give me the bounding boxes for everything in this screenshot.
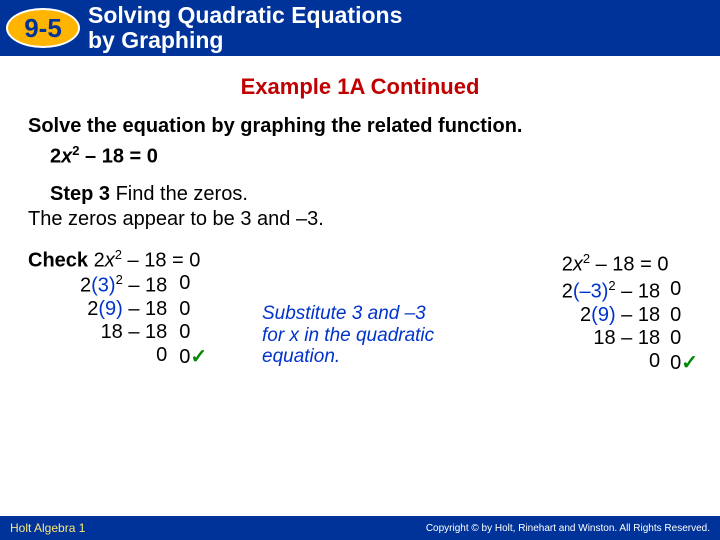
content-area: Solve the equation by graphing the relat… <box>0 114 720 369</box>
example-header: Example 1A Continued <box>0 74 720 100</box>
check-equation-right: 2x2 – 18 = 0 <box>562 251 698 277</box>
lw-r1-d: – 18 <box>123 275 167 297</box>
note-l1: Substitute 3 and <box>262 303 399 324</box>
lw-r1-l: 2(3)2 – 18 <box>80 272 167 298</box>
lw-r1-c: 2 <box>116 272 123 287</box>
step-text: Find the zeros. <box>110 183 248 205</box>
rw-r4-l: 0 <box>562 350 660 375</box>
rw-r1-c: 2 <box>608 278 615 293</box>
title-line1: Solving Quadratic Equations <box>88 3 402 28</box>
title-block: Solving Quadratic Equations by Graphing <box>88 3 402 54</box>
lw-r1-a: 2 <box>80 275 91 297</box>
check-eq-exp: 2 <box>115 247 122 262</box>
header-bar: 9-5 Solving Quadratic Equations by Graph… <box>0 0 720 56</box>
step-label: Step 3 <box>50 183 110 205</box>
rcheck-eq-pre: 2 <box>562 253 573 275</box>
left-work-block: 2(3)2 – 18 0 2(9) – 18 0 18 – 18 0 0 0✓ <box>80 272 207 369</box>
tick-left: ✓ <box>190 346 207 368</box>
right-check-column: 2x2 – 18 = 0 2(–3)2 – 18 0 2(9) – 18 0 1… <box>562 251 698 375</box>
lw-r1-b: (3) <box>91 275 115 297</box>
eq-rest: – 18 = 0 <box>79 146 157 168</box>
right-work-block: 2(–3)2 – 18 0 2(9) – 18 0 18 – 18 0 0 0✓ <box>562 278 698 375</box>
instruction-text: Solve the equation by graphing the relat… <box>28 114 692 139</box>
footer-bar: Holt Algebra 1 Copyright © by Holt, Rine… <box>0 516 720 540</box>
note-em: –3 <box>399 303 425 324</box>
title-line2: by Graphing <box>88 28 402 53</box>
lw-r4-r: 0✓ <box>179 344 207 369</box>
main-equation: 2x2 – 18 = 0 <box>50 143 692 169</box>
lw-r3-l: 18 – 18 <box>80 321 167 344</box>
lw-r4-l: 0 <box>80 344 167 369</box>
rw-r1-r: 0 <box>670 278 698 304</box>
rw-r1-b: (–3) <box>573 281 609 303</box>
substitution-note: Substitute 3 and –3 for x in the quadrat… <box>262 303 462 369</box>
rw-r2-a: 2 <box>580 304 591 326</box>
eq-var: x <box>61 146 72 168</box>
lw-r2-b: (9) <box>98 298 122 320</box>
rw-r3-r: 0 <box>670 327 698 350</box>
lw-r2-c: – 18 <box>123 298 167 320</box>
lesson-badge: 9-5 <box>6 8 80 48</box>
rw-r2-b: (9) <box>591 304 615 326</box>
rcheck-eq-var: x <box>573 253 583 275</box>
lw-r2-l: 2(9) – 18 <box>80 298 167 321</box>
lw-r1-r: 0 <box>179 272 207 298</box>
rw-r1-a: 2 <box>562 281 573 303</box>
footer-left: Holt Algebra 1 <box>10 521 85 535</box>
lw-r4-r-val: 0 <box>179 346 190 368</box>
check-eq-var: x <box>105 249 115 271</box>
lw-r2-r: 0 <box>179 298 207 321</box>
lw-r3-r: 0 <box>179 321 207 344</box>
rw-r1-d: – 18 <box>616 281 660 303</box>
check-label: Check <box>28 249 88 271</box>
step-line: Step 3 Find the zeros. <box>50 183 692 206</box>
check-eq-post: – 18 = 0 <box>122 249 200 271</box>
rw-r2-c: – 18 <box>616 304 660 326</box>
check-equation-left: Check 2x2 – 18 = 0 <box>28 247 207 273</box>
eq-coef: 2 <box>50 146 61 168</box>
rw-r3-l: 18 – 18 <box>562 327 660 350</box>
footer-right: Copyright © by Holt, Rinehart and Winsto… <box>426 523 710 534</box>
rw-r2-l: 2(9) – 18 <box>562 304 660 327</box>
rw-r4-r: 0✓ <box>670 350 698 375</box>
rw-r4-r-val: 0 <box>670 352 681 374</box>
note-l3: equation. <box>262 346 340 367</box>
zeros-line: The zeros appear to be 3 and –3. <box>28 208 692 231</box>
rw-r2-r: 0 <box>670 304 698 327</box>
lw-r2-a: 2 <box>87 298 98 320</box>
note-l2: for x in the quadratic <box>262 325 434 346</box>
rcheck-eq-post: – 18 = 0 <box>590 253 668 275</box>
tick-right: ✓ <box>681 352 698 374</box>
left-check-column: Check 2x2 – 18 = 0 2(3)2 – 18 0 2(9) – 1… <box>28 247 207 369</box>
rw-r1-l: 2(–3)2 – 18 <box>562 278 660 304</box>
rcheck-eq-exp: 2 <box>583 251 590 266</box>
check-eq-pre: 2 <box>88 249 105 271</box>
check-area: Check 2x2 – 18 = 0 2(3)2 – 18 0 2(9) – 1… <box>28 247 692 369</box>
